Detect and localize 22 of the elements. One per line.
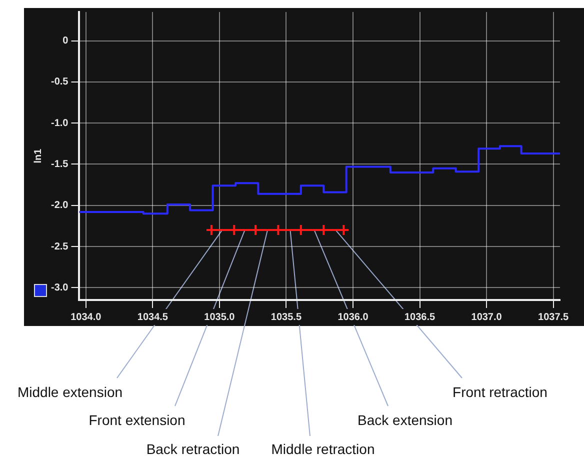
annotation: Middle retraction [271, 440, 375, 457]
y-axis-title: ln1 [32, 148, 44, 164]
y-tick-label: -1.5 [50, 158, 69, 170]
x-tick-label: 1035.5 [270, 312, 302, 323]
x-tick-label: 1037.5 [538, 312, 570, 323]
x-tick-label: 1036.5 [404, 312, 436, 323]
x-tick-label: 1036.0 [338, 312, 369, 323]
y-tick-label: 0 [62, 36, 69, 47]
y-tick-label: -1.0 [50, 118, 69, 129]
y-tick-label: -3.0 [50, 282, 69, 294]
x-tick-label: 1034.0 [70, 312, 102, 323]
y-tick-label: -2.0 [50, 200, 69, 212]
annotation: Front extension [88, 412, 186, 428]
y-tick-label: -2.5 [50, 241, 69, 252]
x-tick-label: 1034.5 [137, 312, 168, 323]
y-tick-label: -0.5 [50, 76, 69, 88]
annotation: Back retraction [146, 440, 240, 457]
annotation: Front retraction [452, 384, 548, 400]
x-tick-label: 1037.0 [471, 312, 502, 323]
annotation: Middle extension [17, 384, 123, 400]
annotation: Back extension [358, 412, 452, 428]
x-tick-label: 1035.0 [204, 312, 236, 323]
